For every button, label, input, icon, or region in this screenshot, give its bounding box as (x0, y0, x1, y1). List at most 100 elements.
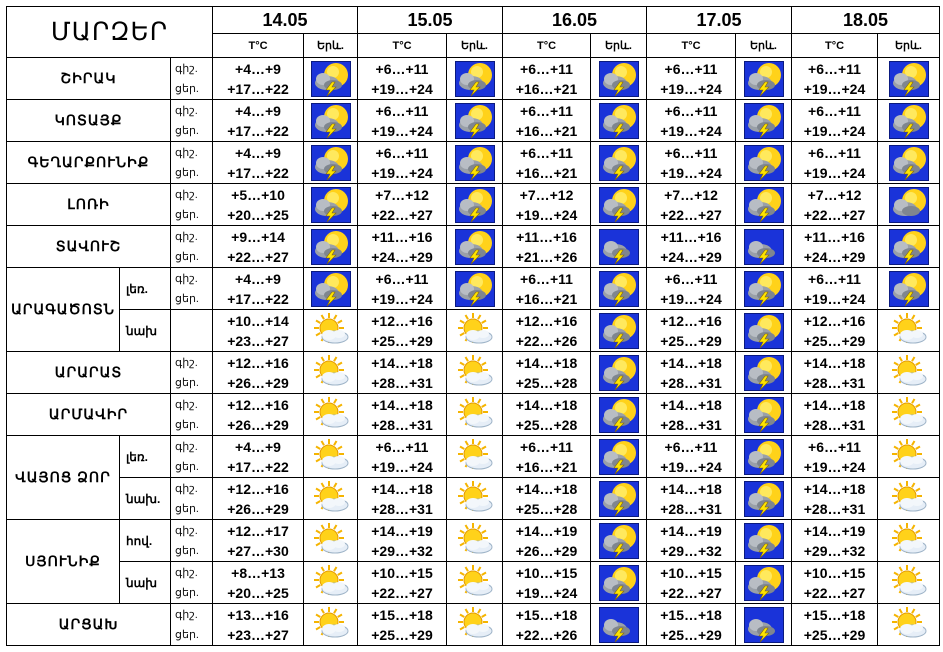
icon-col-header: Երև. (590, 33, 647, 58)
weather-icon-cell (303, 225, 358, 268)
day-temp: +16…+21 (515, 290, 578, 307)
temp-col-header: T°C (212, 33, 304, 58)
day-temp: +25…+28 (515, 500, 578, 517)
day-temp: +19…+24 (803, 122, 866, 139)
temperature-cell: +6…+11 +16…+21 (502, 99, 591, 142)
night-temp: +15…+18 (660, 606, 722, 623)
night-temp: +6…+11 (664, 438, 718, 455)
day-temp: +19…+24 (660, 80, 722, 97)
weather-icon-cell (303, 393, 358, 436)
weather-icon-cell (877, 225, 940, 268)
sun-cloud-thunder-icon (598, 186, 639, 223)
sun-cloud-thunder-icon (743, 480, 784, 517)
sun-cloud-thunder-icon (598, 564, 639, 601)
subregion-label: նախ. (119, 477, 171, 520)
temperature-cell: +14…+19 +29…+32 (646, 519, 736, 562)
night-temp: +14…+19 (515, 522, 578, 539)
temperature-cell: +6…+11 +16…+21 (502, 57, 591, 100)
temperature-cell: +14…+18 +25…+28 (502, 477, 591, 520)
weather-icon-cell (446, 393, 503, 436)
night-temp: +11…+16 (371, 228, 433, 245)
temperature-cell: +14…+18 +28…+31 (791, 477, 878, 520)
weather-icon-cell (446, 141, 503, 184)
day-label: ցեր. (175, 418, 199, 431)
temperature-cell: +11…+16 +21…+26 (502, 225, 591, 268)
day-temp: +25…+29 (803, 626, 866, 643)
night-temp: +6…+11 (808, 438, 861, 455)
temperature-cell: +6…+11 +16…+21 (502, 141, 591, 184)
weather-icon-cell (735, 435, 792, 478)
temperature-cell: +6…+11 +19…+24 (357, 141, 447, 184)
weather-icon-cell (735, 183, 792, 226)
night-temp: +14…+18 (515, 480, 578, 497)
weather-icon-cell (735, 393, 792, 436)
region-name: ԱՐԱՐԱՏ (6, 351, 171, 394)
temperature-cell: +14…+18 +25…+28 (502, 351, 591, 394)
day-temp: +19…+24 (515, 584, 578, 601)
date-header-1: 14.05 (212, 6, 358, 34)
weather-icon-cell (446, 435, 503, 478)
temperature-cell: +12…+16 +25…+29 (646, 309, 736, 352)
night-temp: +4…+9 (235, 60, 281, 77)
temperature-cell: +6…+11 +16…+21 (502, 267, 591, 310)
partly-cloudy-icon (455, 564, 495, 601)
table-row: ՍՅՈՒՆԻՔ հով. գիշ. ցեր. +12…+17 +27…+30 +14…+19… (6, 519, 940, 604)
night-temp: +6…+11 (520, 60, 573, 77)
night-temp: +14…+18 (660, 354, 722, 371)
time-of-day-labels: գիշ. ցեր. (170, 267, 213, 310)
night-temp: +7…+12 (807, 186, 862, 203)
weather-icon-cell (303, 309, 358, 352)
weather-icon-cell (446, 477, 503, 520)
weather-icon-cell (877, 393, 940, 436)
day-temp: +19…+24 (515, 206, 578, 223)
weather-icon-cell (303, 477, 358, 520)
icon-col-header: Երև. (303, 33, 358, 58)
night-label: գիշ. (175, 398, 198, 411)
weather-icon-cell (590, 141, 647, 184)
night-temp: +4…+9 (235, 144, 281, 161)
day-temp: +19…+24 (660, 458, 722, 475)
temperature-cell: +6…+11 +19…+24 (791, 57, 878, 100)
weather-icon-cell (877, 519, 940, 562)
day-temp: +28…+31 (371, 416, 433, 433)
sun-cloud-thunder-icon (888, 144, 929, 181)
night-temp: +6…+11 (664, 144, 718, 161)
temperature-cell: +11…+16 +24…+29 (357, 225, 447, 268)
date-header-3: 16.05 (502, 6, 647, 34)
weather-icon-cell (303, 603, 358, 646)
night-temp: +11…+16 (516, 228, 577, 245)
night-temp: +15…+18 (371, 606, 433, 623)
night-temp: +14…+18 (803, 396, 866, 413)
night-temp: +4…+9 (235, 270, 281, 287)
table-row: ՏԱՎՈՒՇ գիշ. ցեր. +9…+14 +22…+27 +11…+16 +24…+2… (6, 225, 940, 268)
sun-cloud-thunder-icon (454, 60, 495, 97)
partly-cloudy-icon (455, 480, 495, 517)
day-temp: +23…+27 (227, 626, 289, 643)
temperature-cell: +12…+16 +25…+29 (357, 309, 447, 352)
temperature-cell: +14…+18 +28…+31 (646, 351, 736, 394)
weather-icon-cell (303, 141, 358, 184)
temperature-cell: +14…+19 +29…+32 (357, 519, 447, 562)
cloud-thunder-icon (598, 228, 639, 265)
sun-cloud-thunder-icon (743, 102, 784, 139)
weather-icon-cell (735, 141, 792, 184)
region-name: ՇԻՐԱԿ (6, 57, 171, 100)
temperature-cell: +6…+11 +19…+24 (646, 57, 736, 100)
night-label: գիշ. (175, 230, 198, 243)
partly-cloudy-icon (455, 606, 495, 643)
night-temp: +12…+16 (371, 312, 433, 329)
day-temp: +25…+29 (371, 332, 433, 349)
night-temp: +13…+16 (227, 606, 289, 623)
day-label: ցեր. (175, 586, 199, 599)
day-temp: +22…+27 (371, 206, 433, 223)
night-temp: +10…+15 (371, 564, 433, 581)
temp-col-header: T°C (646, 33, 736, 58)
time-of-day-labels: գիշ. ցեր. (170, 477, 213, 520)
time-of-day-labels: գիշ. ցեր. (170, 183, 213, 226)
night-temp: +6…+11 (520, 438, 573, 455)
temperature-cell: +6…+11 +19…+24 (357, 435, 447, 478)
day-temp: +26…+29 (227, 500, 289, 517)
night-temp: +6…+11 (808, 60, 861, 77)
weather-icon-cell (446, 267, 503, 310)
sun-cloud-thunder-icon (598, 354, 639, 391)
